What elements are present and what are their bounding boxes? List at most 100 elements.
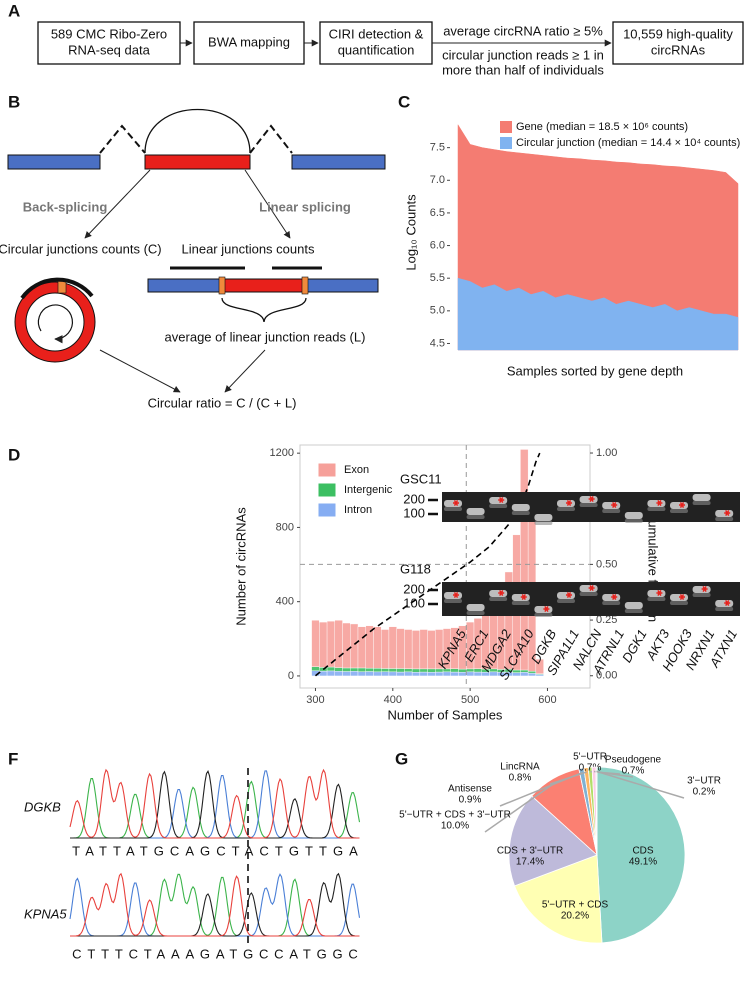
flow-box-text: BWA mapping: [208, 34, 290, 49]
flow-box: [193, 21, 305, 65]
diagram-label: Linear junctions counts: [182, 241, 315, 256]
gel-band: [466, 611, 485, 615]
legend-label: Gene (median = 18.5 × 10⁶ counts): [516, 121, 688, 133]
gel-band: [647, 507, 666, 511]
marker-label: 100: [403, 595, 425, 610]
gel-band: [466, 604, 485, 611]
y2-tick-label: 1.00: [596, 447, 617, 459]
asterisk: [566, 592, 572, 598]
histogram-bar: [419, 671, 428, 677]
histogram-bar: [396, 671, 405, 677]
histogram-bar: [381, 671, 390, 677]
gel-band: [489, 504, 508, 508]
gel-band: [534, 521, 553, 525]
histogram-bar: [466, 671, 475, 677]
y-tick-label: 400: [276, 596, 294, 608]
gel-band: [692, 501, 711, 505]
histogram-bar: [311, 666, 320, 671]
asterisk: [656, 590, 663, 596]
histogram-bar: [450, 668, 459, 673]
histogram-bar: [458, 668, 467, 673]
gene-name: DGKB: [24, 799, 61, 814]
pie-slice: [596, 766, 686, 944]
histogram-bar: [334, 667, 343, 672]
x-tick-label: 300: [306, 694, 324, 706]
asterisk: [679, 502, 685, 508]
slice-value: 0.8%: [509, 773, 532, 784]
histogram-bar: [520, 669, 529, 673]
gel-band: [624, 602, 643, 609]
gel-band: [511, 601, 530, 605]
legend-swatch: [317, 482, 337, 498]
criterion: average circRNA ratio ≥ 5%: [443, 23, 603, 38]
gel-band: [715, 517, 734, 521]
criterion: circular junction reads ≥ 1 in: [442, 47, 604, 62]
histogram-bar: [388, 668, 397, 673]
y-tick-label: 4.5: [430, 337, 445, 349]
slice-value: 17.4%: [516, 857, 544, 868]
x-tick-label: 500: [461, 694, 479, 706]
histogram-bar: [365, 625, 374, 669]
flow-box-text: RNA-seq data: [68, 42, 150, 57]
y2-tick-label: 0.00: [596, 670, 617, 682]
histogram-bar: [396, 628, 405, 669]
y-tick-label: 5.5: [430, 272, 445, 284]
y2-tick-label: 0.25: [596, 614, 617, 626]
histogram-bar: [427, 672, 436, 677]
histogram-bar: [458, 672, 467, 677]
histogram-bar: [535, 659, 544, 674]
asterisk: [520, 594, 527, 600]
histogram-bar: [466, 668, 475, 673]
gel-band: [602, 509, 621, 513]
gel-band: [602, 601, 621, 605]
histogram-bar: [342, 667, 351, 672]
histogram-bar: [350, 667, 359, 672]
legend-swatch: [317, 502, 337, 518]
asterisk: [679, 594, 685, 600]
slice-value: 0.7%: [622, 766, 645, 777]
histogram-bar: [450, 671, 459, 677]
gel-band: [444, 507, 462, 511]
y-tick-label: 800: [276, 521, 294, 533]
leader-line: [549, 771, 587, 785]
legend-swatch: [500, 121, 512, 133]
slice-value: 10.0%: [441, 821, 469, 832]
gel-band: [511, 511, 530, 515]
histogram-bar: [411, 668, 421, 673]
diagram-label: Linear splicing: [259, 199, 351, 214]
slice-value: 0.9%: [459, 795, 482, 806]
histogram-bar: [388, 671, 397, 677]
slice-value: 49.1%: [629, 857, 657, 868]
panel-label: B: [8, 92, 20, 111]
histogram-bar: [381, 668, 390, 672]
histogram-bar: [357, 671, 366, 677]
asterisk: [701, 586, 708, 592]
flow-box-text: circRNAs: [651, 42, 706, 57]
gel-band: [692, 593, 711, 597]
x-axis-label: Number of Samples: [388, 707, 503, 722]
pie-slice: [508, 795, 598, 887]
sample-label: G118: [400, 561, 431, 576]
histogram-bar: [365, 671, 374, 677]
pie-slice: [514, 854, 603, 944]
sample-label: GSC11: [400, 471, 442, 486]
legend-swatch: [317, 462, 337, 478]
slice-label: 5'−UTR + CDS: [542, 900, 609, 911]
asterisk: [724, 510, 731, 516]
x-tick-label: 400: [384, 694, 402, 706]
x-tick-label: 600: [538, 694, 556, 706]
histogram-bar: [319, 621, 328, 668]
y-tick-label: 6.0: [430, 239, 445, 251]
slice-label: LincRNA: [500, 762, 540, 773]
histogram-bar: [419, 629, 428, 670]
trace: [70, 770, 360, 839]
gel-band: [624, 609, 643, 613]
marker-label: 200: [403, 581, 425, 596]
histogram-bar: [520, 672, 529, 677]
area: [457, 277, 739, 351]
histogram-bar: [311, 620, 320, 667]
asterisk: [566, 500, 572, 506]
histogram-bar: [342, 622, 351, 669]
leader-line: [484, 781, 556, 833]
gel-band: [670, 601, 688, 605]
